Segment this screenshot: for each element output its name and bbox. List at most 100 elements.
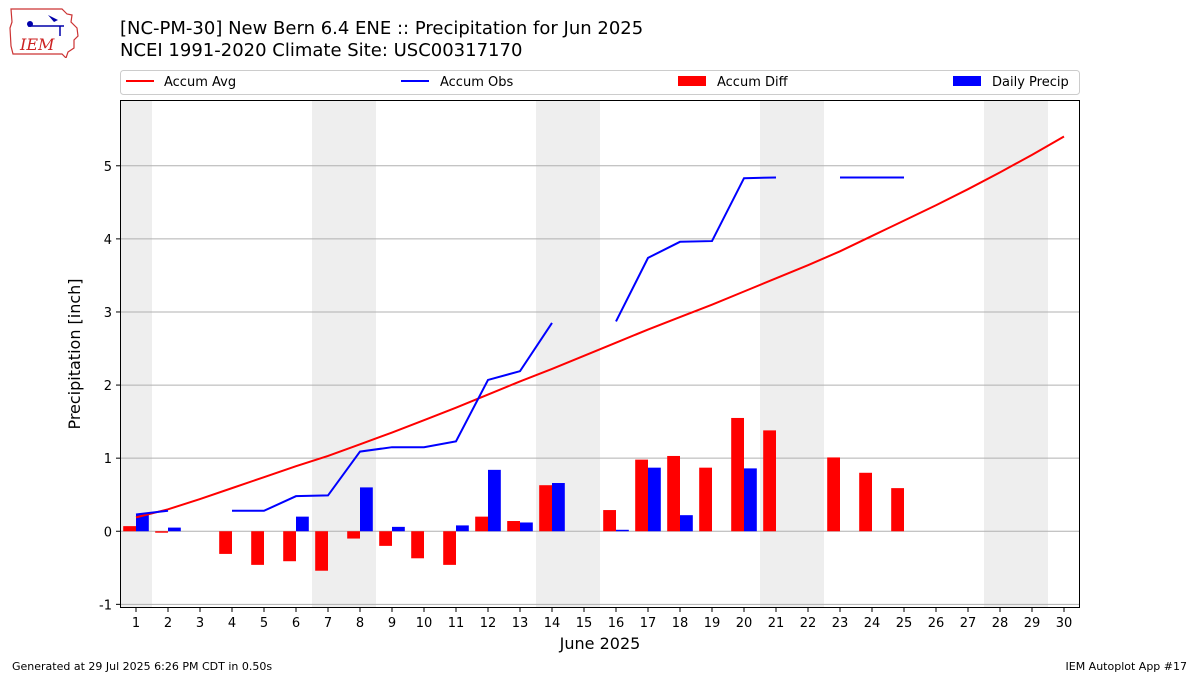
y-axis-label: Precipitation [inch] (65, 278, 84, 429)
logo-text: IEM (19, 35, 55, 54)
x-tick-label: 16 (608, 616, 625, 631)
accum-diff-bar (315, 531, 328, 571)
x-tick-label: 8 (356, 616, 364, 631)
y-axis-ticks: -1 0 1 2 3 4 5 (99, 160, 120, 613)
accum-diff-bars (123, 417, 904, 571)
x-tick-label: 9 (388, 616, 396, 631)
accum-diff-bar (155, 531, 168, 533)
accum-obs-line (135, 176, 904, 516)
weekend-band (760, 100, 824, 608)
daily-precip-bar (616, 529, 629, 532)
legend-label-accum-diff: Accum Diff (717, 75, 789, 90)
accum-avg-line (135, 135, 1065, 519)
legend-box (120, 70, 1080, 95)
accum-diff-bar (827, 457, 840, 532)
accum-obs-segment (135, 509, 169, 516)
x-tick-label: 30 (1056, 616, 1073, 631)
x-tick-label: 29 (1024, 616, 1041, 631)
y-tick-label: 3 (104, 306, 112, 321)
accum-diff-bar (283, 531, 296, 562)
x-tick-label: 6 (292, 616, 300, 631)
daily-precip-bars (136, 467, 757, 532)
accum-avg-segment (135, 135, 1065, 519)
x-tick-label: 23 (832, 616, 849, 631)
x-tick-label: 12 (480, 616, 497, 631)
weekend-band (984, 100, 1048, 608)
accum-diff-bar (507, 521, 520, 532)
app-note: IEM Autoplot App #17 (1065, 660, 1188, 673)
daily-precip-bar (552, 483, 565, 532)
accum-diff-bar (859, 472, 872, 532)
gridlines (120, 165, 1080, 605)
accum-diff-bar (475, 516, 488, 532)
y-tick-label: 2 (104, 379, 112, 394)
y-tick-label: 5 (104, 160, 112, 175)
legend-swatch-daily-precip (953, 76, 981, 86)
daily-precip-bar (296, 516, 309, 532)
chart-title: [NC-PM-30] New Bern 6.4 ENE :: Precipita… (120, 18, 644, 39)
chart-subtitle: NCEI 1991-2020 Climate Site: USC00317170 (120, 40, 523, 61)
daily-precip-bar (488, 469, 501, 532)
plot-frame (120, 100, 1080, 608)
accum-diff-bar (731, 417, 744, 532)
accum-diff-bar (635, 459, 648, 532)
daily-precip-bar (520, 522, 533, 532)
daily-precip-bar (456, 525, 469, 532)
accum-diff-bar (379, 531, 392, 546)
x-tick-label: 24 (864, 616, 881, 631)
accum-diff-bar (347, 531, 360, 539)
x-tick-label: 19 (704, 616, 721, 631)
accum-diff-bar (539, 485, 552, 532)
x-tick-label: 10 (416, 616, 433, 631)
x-tick-label: 20 (736, 616, 753, 631)
accum-diff-bar (763, 430, 776, 532)
x-axis-label: June 2025 (559, 634, 641, 653)
y-tick-label: 4 (104, 233, 112, 248)
accum-diff-bar (251, 531, 264, 565)
x-tick-label: 18 (672, 616, 689, 631)
accum-obs-segment (232, 322, 553, 512)
y-tick-label: 0 (104, 525, 112, 540)
x-tick-label: 3 (196, 616, 204, 631)
x-tick-label: 1 (132, 616, 140, 631)
x-tick-label: 15 (576, 616, 593, 631)
accum-diff-bar (603, 510, 616, 532)
iem-logo: IEM (8, 6, 80, 62)
daily-precip-bar (392, 526, 405, 532)
legend: Accum Avg Accum Obs Accum Diff Daily Pre… (120, 70, 1080, 95)
legend-label-accum-obs: Accum Obs (440, 75, 513, 90)
x-tick-label: 22 (800, 616, 817, 631)
accum-diff-bar (891, 488, 904, 532)
x-tick-label: 13 (512, 616, 529, 631)
legend-label-accum-avg: Accum Avg (164, 75, 236, 90)
y-tick-label: -1 (99, 598, 112, 613)
accum-diff-bar (699, 467, 712, 532)
legend-label-daily-precip: Daily Precip (992, 75, 1069, 90)
accum-diff-bar (411, 531, 424, 559)
x-tick-label: 5 (260, 616, 268, 631)
daily-precip-bar (136, 514, 149, 532)
weekend-band (120, 100, 152, 608)
daily-precip-bar (360, 487, 373, 532)
daily-precip-bar (648, 467, 661, 532)
y-tick-label: 1 (104, 452, 112, 467)
x-tick-label: 4 (228, 616, 236, 631)
x-tick-label: 7 (324, 616, 332, 631)
x-tick-label: 27 (960, 616, 977, 631)
accum-diff-bar (443, 531, 456, 565)
daily-precip-bar (744, 468, 757, 532)
accum-diff-bar (219, 531, 232, 554)
x-tick-label: 17 (640, 616, 657, 631)
daily-precip-bar (168, 527, 181, 532)
x-tick-label: 26 (928, 616, 945, 631)
x-tick-label: 28 (992, 616, 1009, 631)
x-tick-label: 11 (448, 616, 465, 631)
accum-diff-bar (123, 526, 136, 532)
generated-note: Generated at 29 Jul 2025 6:26 PM CDT in … (12, 660, 273, 673)
x-tick-label: 25 (896, 616, 913, 631)
legend-swatch-accum-diff (678, 76, 706, 86)
x-tick-label: 21 (768, 616, 785, 631)
x-tick-label: 2 (164, 616, 172, 631)
x-tick-label: 14 (544, 616, 561, 631)
